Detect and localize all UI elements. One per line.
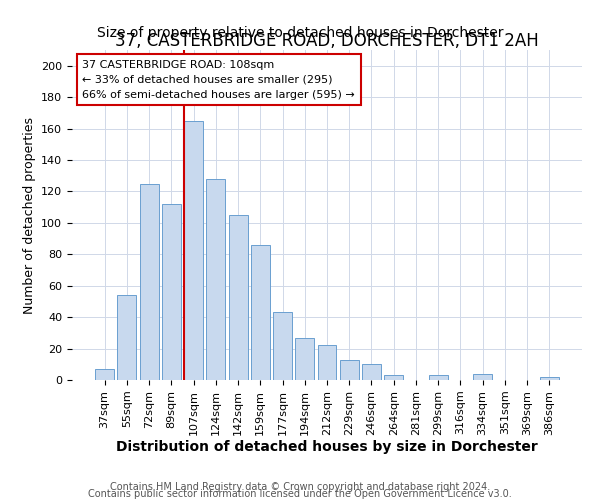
Text: Contains public sector information licensed under the Open Government Licence v3: Contains public sector information licen… — [88, 489, 512, 499]
Text: Size of property relative to detached houses in Dorchester: Size of property relative to detached ho… — [97, 26, 503, 40]
Bar — [251, 245, 270, 380]
Bar — [540, 377, 559, 380]
Y-axis label: Number of detached properties: Number of detached properties — [23, 116, 35, 314]
Title: 37, CASTERBRIDGE ROAD, DORCHESTER, DT1 2AH: 37, CASTERBRIDGE ROAD, DORCHESTER, DT1 2… — [115, 32, 539, 50]
Bar — [317, 346, 337, 380]
Bar — [118, 295, 136, 380]
Bar — [273, 312, 292, 380]
Bar — [473, 374, 492, 380]
Bar — [340, 360, 359, 380]
X-axis label: Distribution of detached houses by size in Dorchester: Distribution of detached houses by size … — [116, 440, 538, 454]
Bar — [206, 179, 225, 380]
Text: Contains HM Land Registry data © Crown copyright and database right 2024.: Contains HM Land Registry data © Crown c… — [110, 482, 490, 492]
Bar — [362, 364, 381, 380]
Bar — [229, 215, 248, 380]
Bar — [429, 376, 448, 380]
Bar — [95, 369, 114, 380]
Bar — [184, 120, 203, 380]
Text: 37 CASTERBRIDGE ROAD: 108sqm
← 33% of detached houses are smaller (295)
66% of s: 37 CASTERBRIDGE ROAD: 108sqm ← 33% of de… — [82, 60, 355, 100]
Bar — [140, 184, 158, 380]
Bar — [295, 338, 314, 380]
Bar — [162, 204, 181, 380]
Bar — [384, 376, 403, 380]
